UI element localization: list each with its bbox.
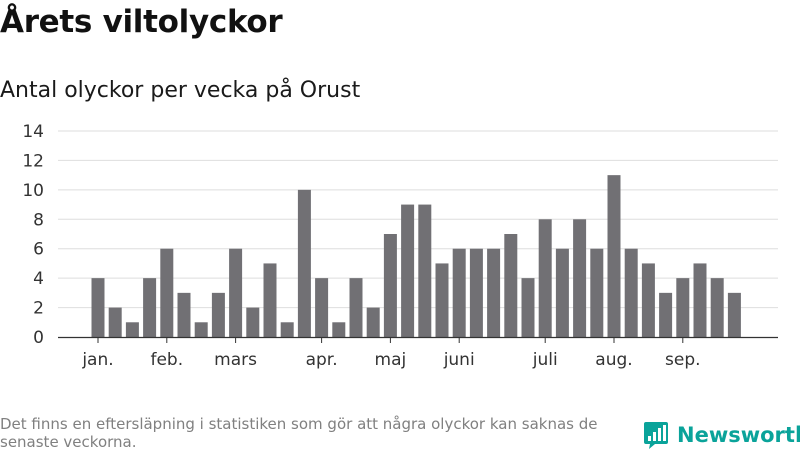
bar: [366, 307, 380, 337]
chart-subtitle: Antal olyckor per vecka på Orust: [0, 78, 361, 103]
brand-logo[interactable]: Newsworthy: [643, 420, 800, 450]
bar: [211, 292, 225, 337]
bar: [263, 263, 277, 337]
bar: [349, 278, 363, 337]
y-tick-label: 12: [22, 151, 44, 171]
newsworthy-logo-icon: [644, 422, 668, 449]
bar: [676, 278, 690, 337]
chart-title: Årets viltolyckor: [0, 4, 283, 40]
y-axis-tick-labels: 0 2 4 6 8 10 12 14: [22, 122, 44, 348]
y-tick-label: 0: [33, 328, 44, 348]
bar: [641, 263, 655, 337]
y-tick-label: 2: [33, 299, 44, 319]
bar: [383, 234, 397, 337]
x-tick-label: mars: [214, 350, 257, 370]
x-tick-label: aug.: [595, 350, 632, 370]
bar: [315, 278, 329, 337]
bar: [590, 248, 604, 337]
y-tick-label: 6: [33, 240, 44, 260]
data-labels: 3: [747, 0, 757, 4]
bar: [108, 307, 122, 337]
y-tick-label: 14: [22, 122, 44, 142]
brand-name: Newsworthy: [677, 423, 800, 447]
bar: [555, 248, 569, 337]
bar: [435, 263, 449, 337]
bar: [469, 248, 483, 337]
x-tick-label: maj: [375, 350, 407, 370]
y-tick-label: 4: [33, 269, 44, 289]
bar: [91, 278, 105, 337]
y-tick-label: 10: [22, 181, 44, 201]
bar: [143, 278, 157, 337]
bar: [710, 278, 724, 337]
bar: [521, 278, 535, 337]
bar: [297, 189, 311, 337]
bar: [607, 175, 621, 337]
bar: [538, 219, 552, 337]
bar: [418, 204, 432, 337]
bar: [573, 219, 587, 337]
x-tick-label: feb.: [150, 350, 183, 370]
bar: [246, 307, 260, 337]
x-tick-label: sep.: [665, 350, 701, 370]
bar: [125, 322, 139, 337]
bar: [177, 292, 191, 337]
data-label-latest: 3: [747, 0, 757, 4]
x-axis: jan. feb. mars apr. maj juni juli aug. sep.: [58, 336, 778, 370]
bar: [659, 292, 673, 337]
bar: [487, 248, 501, 337]
bar: [727, 292, 741, 337]
bar: [452, 248, 466, 337]
bar: [624, 248, 638, 337]
x-tick-label: juli: [532, 350, 558, 370]
bar: [504, 234, 518, 337]
bar: [280, 322, 294, 337]
bar: [229, 248, 243, 337]
y-tick-label: 8: [33, 210, 44, 230]
bar: [332, 322, 346, 337]
bar-chart: 0 2 4 6 8 10 12 14 jan. feb. mars apr. maj juni juli a…: [22, 0, 778, 370]
bar: [160, 248, 174, 337]
x-tick-label: juni: [443, 350, 475, 370]
x-tick-label: apr.: [306, 350, 338, 370]
footnote: Det finns en eftersläpning i statistiken…: [0, 415, 598, 451]
x-tick-label: jan.: [81, 350, 113, 370]
bar: [693, 263, 707, 337]
bar: [401, 204, 415, 337]
bars: [91, 175, 741, 337]
bar: [194, 322, 208, 337]
